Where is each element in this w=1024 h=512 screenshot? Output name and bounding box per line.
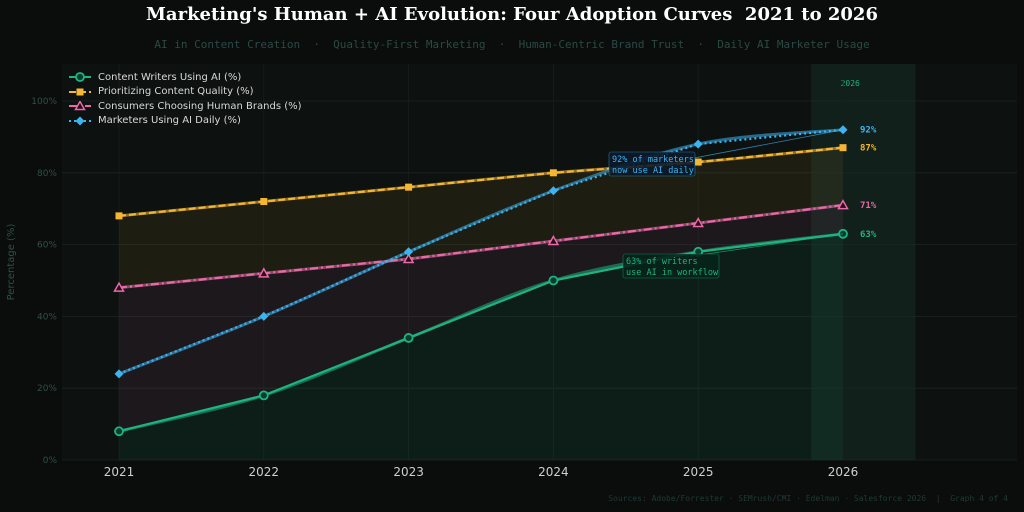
- annotation-text: 92% of marketers: [612, 155, 694, 165]
- chart-subtitle: AI in Content Creation · Quality-First M…: [154, 38, 870, 51]
- highlight-label: 2026: [841, 79, 860, 88]
- series-1: 87%: [115, 144, 877, 220]
- annotation-box: [608, 151, 696, 177]
- legend-label: Marketers Using AI Daily (%): [98, 115, 241, 127]
- x-tick-label: 2024: [538, 465, 569, 479]
- data-point: [692, 217, 704, 228]
- data-point: [548, 186, 558, 196]
- data-point: [693, 139, 703, 149]
- data-point: [405, 183, 413, 191]
- y-tick-label: 20%: [37, 384, 57, 394]
- series-0: 63%: [114, 228, 877, 437]
- data-point: [258, 267, 270, 278]
- legend-swatch: [69, 101, 91, 111]
- data-point: [402, 252, 415, 264]
- data-point: [114, 426, 124, 437]
- y-tick-label: 80%: [37, 169, 57, 179]
- area-quality-human: [119, 147, 843, 288]
- legend-swatch: [69, 88, 91, 96]
- x-tick-label: 2026: [828, 465, 859, 479]
- x-tick-label: 2025: [683, 465, 714, 479]
- legend-marker: [74, 101, 86, 111]
- legend-swatch: [69, 72, 91, 83]
- chart-legend: Content Writers Using AI (%) Prioritizing…: [68, 70, 302, 128]
- y-tick-label: 100%: [31, 97, 57, 107]
- series-2: 71%: [113, 199, 877, 292]
- series-3: 92%: [114, 125, 877, 379]
- end-value-label: 87%: [860, 144, 877, 154]
- area-human-writers: [119, 205, 843, 432]
- data-point: [549, 169, 557, 177]
- legend-label: Consumers Choosing Human Brands (%): [98, 100, 302, 112]
- data-point: [548, 275, 559, 286]
- y-tick-label: 40%: [37, 312, 57, 322]
- legend-item: Prioritizing Content Quality (%): [68, 85, 302, 100]
- series-line: [118, 146, 844, 217]
- legend-label: Prioritizing Content Quality (%): [98, 86, 254, 98]
- legend-label: Content Writers Using AI (%): [98, 71, 242, 83]
- series-line: [118, 204, 844, 289]
- source-note: Sources: Adobe/Forrester · SEMrush/CMI ·…: [608, 494, 1008, 503]
- y-tick-label: 60%: [37, 241, 57, 251]
- data-point: [259, 311, 269, 321]
- annotation-box: [622, 253, 720, 279]
- legend-marker: [75, 116, 85, 126]
- data-point: [115, 212, 123, 220]
- data-point: [258, 390, 269, 401]
- area-writers: [119, 233, 843, 460]
- x-tick-label: 2021: [104, 465, 135, 479]
- data-point: [839, 144, 847, 152]
- chart-title: Marketing's Human + AI Evolution: Four A…: [146, 4, 878, 25]
- x-tick-label: 2023: [393, 465, 424, 479]
- legend-item: Content Writers Using AI (%): [68, 70, 302, 85]
- y-axis-label: Percentage (%): [6, 224, 17, 301]
- data-point: [113, 281, 125, 292]
- legend-marker: [76, 88, 84, 96]
- data-point: [260, 198, 268, 206]
- end-value-label: 63%: [860, 230, 877, 240]
- legend-swatch: [69, 116, 91, 126]
- data-point: [837, 199, 849, 210]
- legend-marker: [75, 72, 85, 83]
- series-line: [118, 232, 844, 433]
- x-tick-label: 2022: [249, 465, 280, 479]
- legend-item: Marketers Using AI Daily (%): [68, 114, 302, 129]
- legend-item: Consumers Choosing Human Brands (%): [68, 99, 302, 114]
- data-point: [403, 333, 414, 343]
- data-point: [404, 247, 414, 257]
- data-point: [547, 234, 560, 246]
- annotation-text: 63% of writers: [626, 257, 698, 267]
- annotation-text: use AI in workflow: [626, 268, 719, 278]
- end-value-label: 71%: [860, 201, 877, 211]
- y-tick-label: 0%: [43, 456, 58, 466]
- annotation-text: now use AI daily: [612, 166, 694, 176]
- data-point: [694, 158, 702, 166]
- data-point: [114, 369, 124, 379]
- end-value-label: 92%: [860, 126, 877, 136]
